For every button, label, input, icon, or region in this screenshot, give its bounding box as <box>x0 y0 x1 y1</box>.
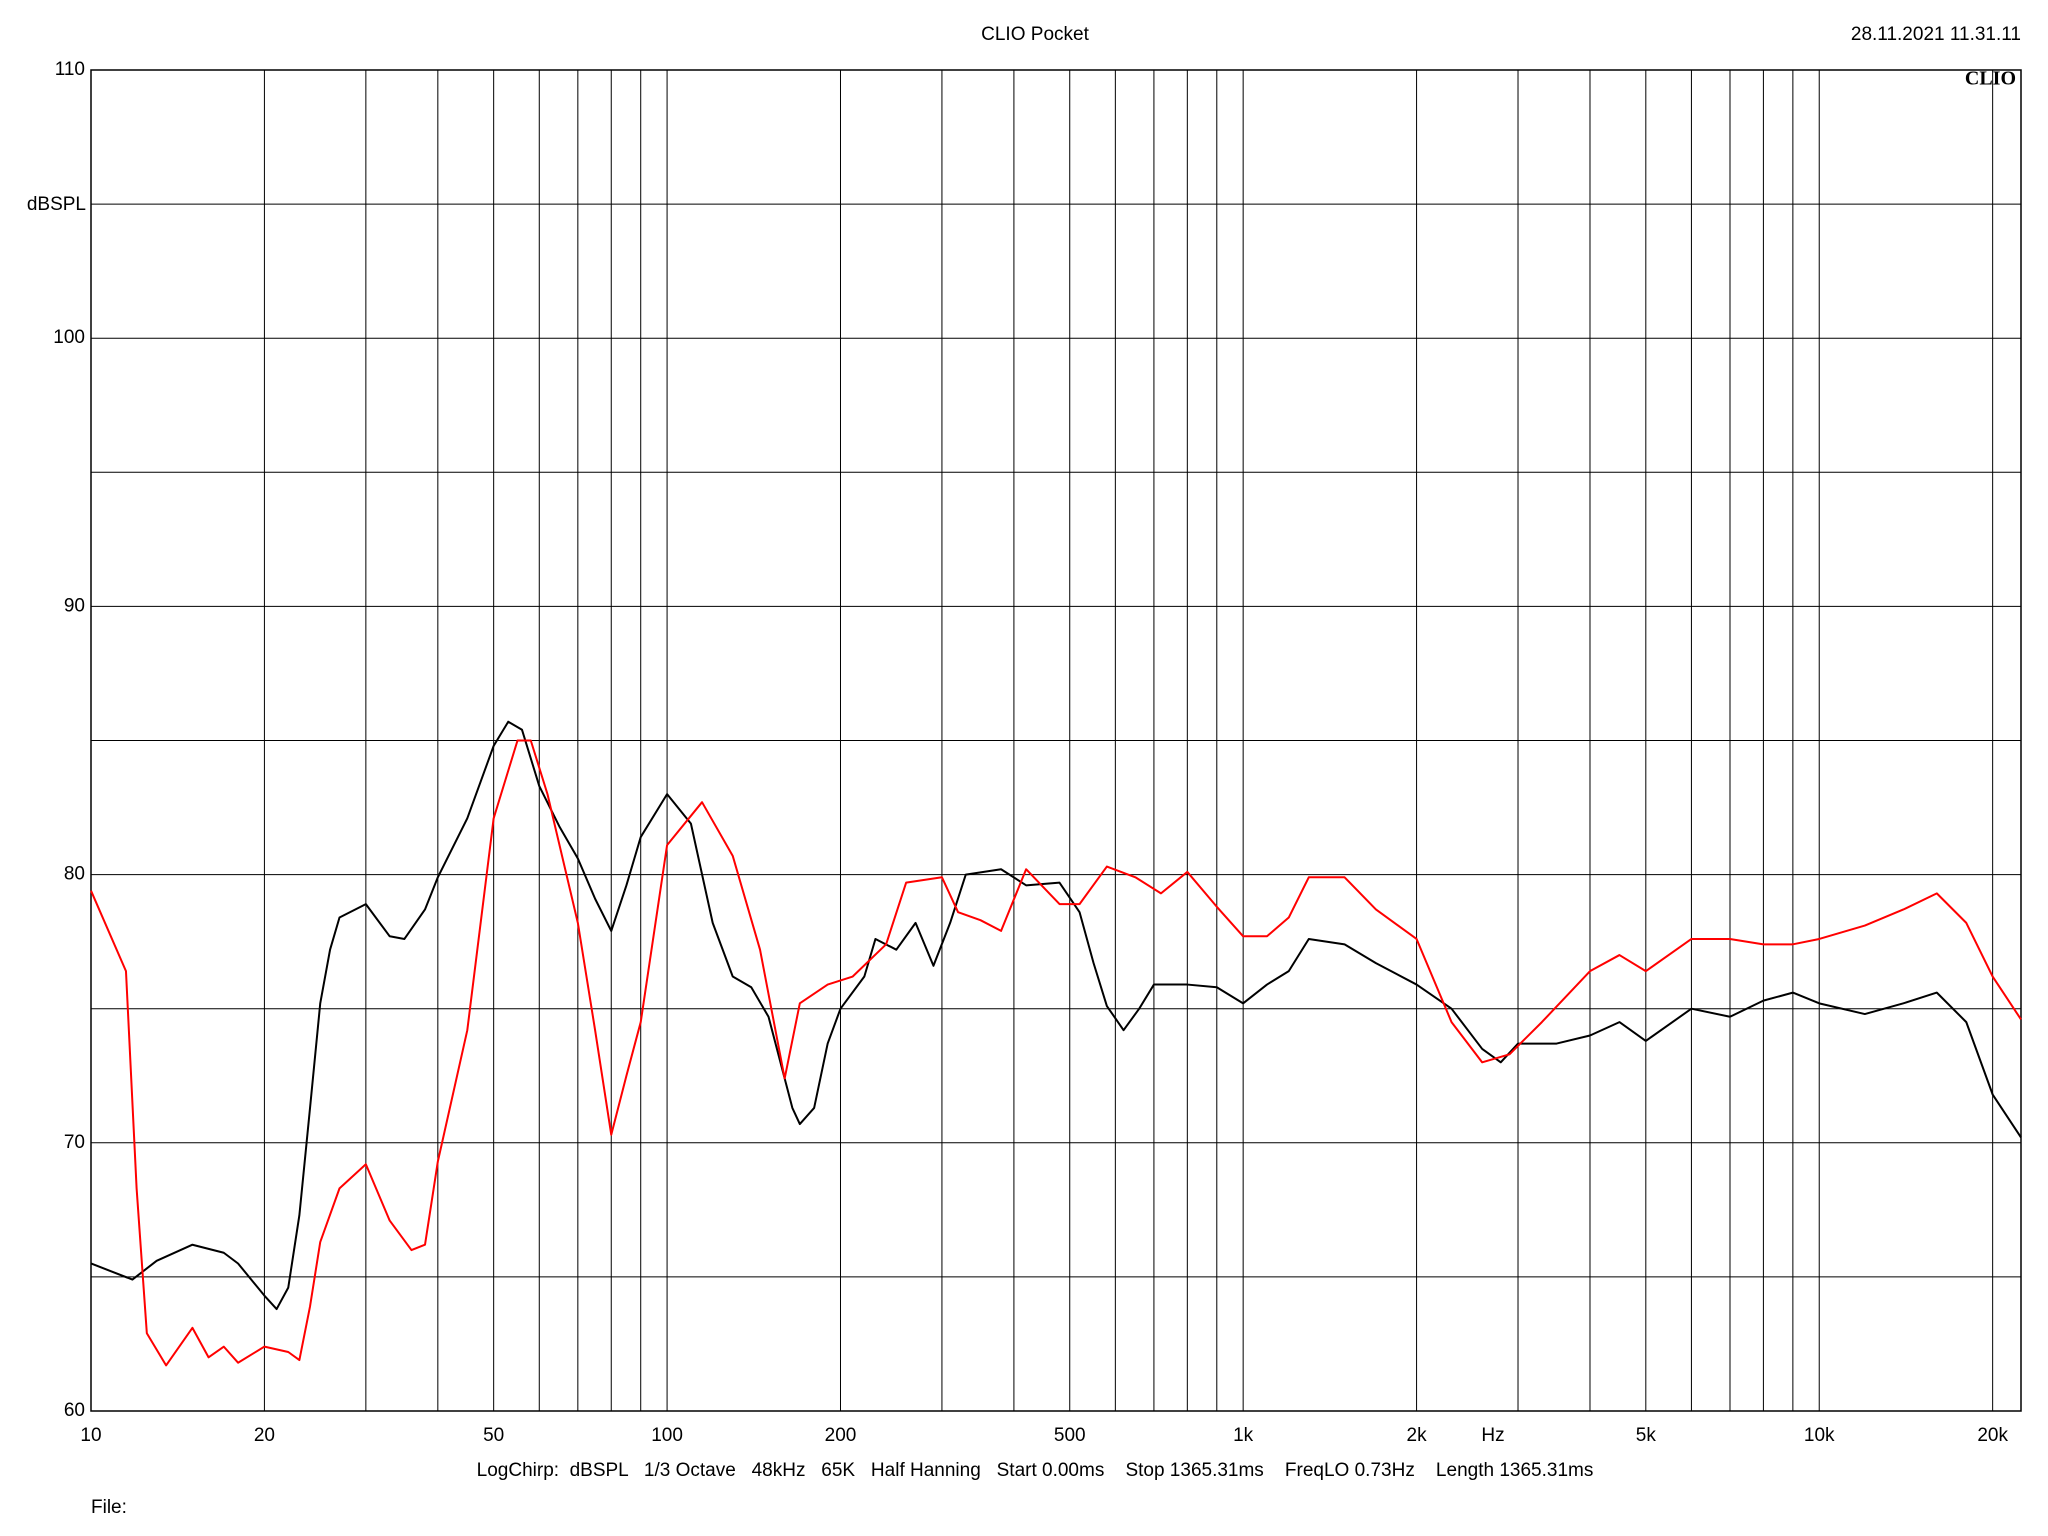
x-tick-label: 100 <box>651 1425 683 1446</box>
x-tick-label: 20 <box>254 1425 275 1446</box>
x-tick-label: 50 <box>483 1425 504 1446</box>
plot-frame <box>90 69 2022 1412</box>
x-tick-label: 200 <box>825 1425 857 1446</box>
x-axis-label: Hz <box>1481 1425 1504 1446</box>
timestamp: 28.11.2021 11.31.11 <box>1851 24 2021 45</box>
x-tick-label: 20k <box>1977 1425 2008 1446</box>
x-tick-label: 5k <box>1636 1425 1657 1446</box>
y-tick-label: 100 <box>53 327 85 348</box>
y-tick-label: 90 <box>64 595 85 616</box>
y-tick-label: 70 <box>64 1132 85 1153</box>
logo: CLIO <box>1965 68 2016 90</box>
y-tick-label: 110 <box>55 59 85 80</box>
file-label: File: <box>91 1497 127 1518</box>
y-tick-label: 80 <box>64 864 85 885</box>
x-tick-label: 2k <box>1407 1425 1428 1446</box>
series-line <box>90 720 2022 1311</box>
x-tick-label: 500 <box>1054 1425 1086 1446</box>
y-tick-label: 60 <box>64 1400 85 1421</box>
x-tick-label: 1k <box>1233 1425 1254 1446</box>
y-axis-label: dBSPL <box>27 194 86 215</box>
x-tick-label: 10k <box>1804 1425 1835 1446</box>
chart-title: CLIO Pocket <box>981 24 1089 45</box>
footer: LogChirp: dBSPL 1/3 Octave 48kHz 65K Hal… <box>477 1460 1594 1481</box>
x-tick-label: 10 <box>80 1425 101 1446</box>
series-line <box>90 739 2022 1367</box>
